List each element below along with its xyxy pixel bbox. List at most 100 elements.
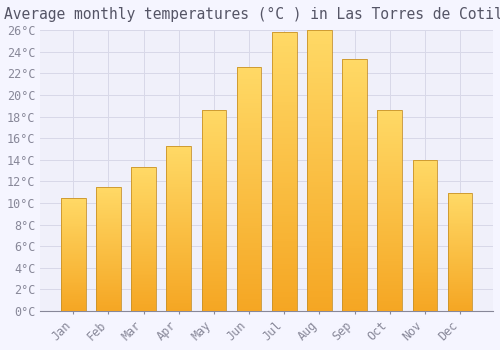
Bar bbox=[166, 220, 191, 222]
Bar bbox=[307, 170, 332, 173]
Bar bbox=[166, 174, 191, 175]
Bar bbox=[307, 140, 332, 142]
Bar bbox=[237, 101, 262, 104]
Bar bbox=[272, 63, 296, 66]
Bar bbox=[131, 180, 156, 182]
Bar bbox=[342, 183, 367, 185]
Bar bbox=[342, 117, 367, 120]
Bar bbox=[412, 211, 438, 213]
Bar bbox=[412, 231, 438, 232]
Bar bbox=[61, 252, 86, 253]
Bar bbox=[96, 253, 120, 254]
Bar bbox=[378, 259, 402, 261]
Bar bbox=[166, 212, 191, 214]
Bar bbox=[202, 178, 226, 181]
Bar bbox=[237, 304, 262, 306]
Bar bbox=[131, 220, 156, 222]
Bar bbox=[307, 306, 332, 308]
Bar bbox=[378, 243, 402, 245]
Bar bbox=[237, 135, 262, 138]
Bar bbox=[202, 283, 226, 285]
Bar bbox=[412, 186, 438, 187]
Bar bbox=[237, 67, 262, 311]
Bar bbox=[96, 193, 120, 194]
Bar bbox=[131, 281, 156, 282]
Bar bbox=[96, 286, 120, 287]
Bar bbox=[202, 173, 226, 174]
Bar bbox=[342, 142, 367, 145]
Bar bbox=[202, 114, 226, 116]
Bar bbox=[202, 243, 226, 245]
Bar bbox=[342, 301, 367, 303]
Bar bbox=[202, 174, 226, 176]
Bar bbox=[237, 216, 262, 218]
Bar bbox=[378, 156, 402, 158]
Bar bbox=[166, 261, 191, 263]
Bar bbox=[272, 202, 296, 205]
Bar bbox=[378, 184, 402, 187]
Bar bbox=[237, 265, 262, 267]
Bar bbox=[237, 233, 262, 236]
Bar bbox=[202, 229, 226, 231]
Bar bbox=[272, 266, 296, 269]
Bar bbox=[412, 237, 438, 238]
Bar bbox=[342, 140, 367, 142]
Bar bbox=[307, 75, 332, 78]
Bar bbox=[61, 207, 86, 208]
Bar bbox=[307, 58, 332, 61]
Bar bbox=[131, 275, 156, 276]
Bar bbox=[412, 191, 438, 193]
Bar bbox=[96, 240, 120, 241]
Bar bbox=[342, 248, 367, 251]
Bar bbox=[202, 110, 226, 112]
Bar bbox=[166, 263, 191, 265]
Bar bbox=[131, 205, 156, 206]
Bar bbox=[202, 303, 226, 305]
Bar bbox=[202, 195, 226, 196]
Bar bbox=[237, 294, 262, 296]
Bar bbox=[131, 190, 156, 192]
Bar bbox=[342, 59, 367, 62]
Bar bbox=[307, 103, 332, 106]
Bar bbox=[131, 298, 156, 300]
Bar bbox=[412, 225, 438, 226]
Bar bbox=[166, 309, 191, 311]
Bar bbox=[448, 273, 472, 275]
Bar bbox=[166, 257, 191, 258]
Bar bbox=[448, 196, 472, 197]
Bar bbox=[237, 189, 262, 191]
Bar bbox=[202, 193, 226, 195]
Bar bbox=[131, 246, 156, 248]
Bar bbox=[412, 275, 438, 276]
Bar bbox=[272, 32, 296, 35]
Bar bbox=[61, 258, 86, 259]
Bar bbox=[166, 275, 191, 276]
Bar bbox=[448, 264, 472, 265]
Bar bbox=[448, 217, 472, 218]
Bar bbox=[342, 62, 367, 64]
Bar bbox=[61, 219, 86, 220]
Bar bbox=[237, 84, 262, 86]
Bar bbox=[96, 258, 120, 259]
Bar bbox=[272, 133, 296, 135]
Bar bbox=[412, 229, 438, 231]
Bar bbox=[131, 226, 156, 228]
Bar bbox=[237, 228, 262, 231]
Bar bbox=[166, 189, 191, 190]
Bar bbox=[448, 237, 472, 238]
Bar bbox=[412, 217, 438, 219]
Bar bbox=[96, 212, 120, 213]
Bar bbox=[342, 276, 367, 278]
Bar bbox=[412, 213, 438, 214]
Bar bbox=[61, 299, 86, 300]
Bar bbox=[342, 271, 367, 273]
Bar bbox=[272, 241, 296, 244]
Bar bbox=[166, 280, 191, 281]
Bar bbox=[307, 131, 332, 134]
Bar bbox=[237, 111, 262, 113]
Bar bbox=[61, 244, 86, 245]
Bar bbox=[166, 301, 191, 303]
Bar bbox=[307, 159, 332, 162]
Bar bbox=[272, 256, 296, 258]
Bar bbox=[61, 250, 86, 251]
